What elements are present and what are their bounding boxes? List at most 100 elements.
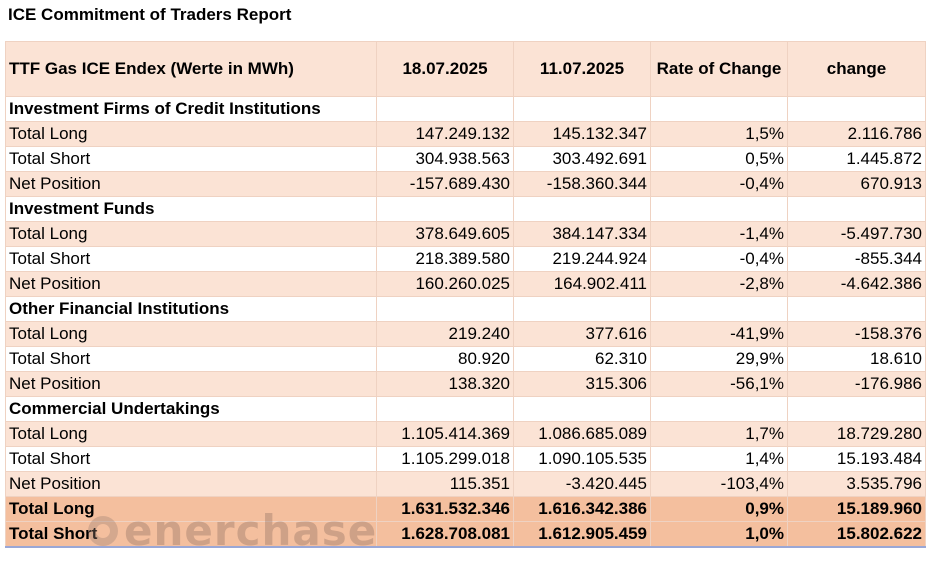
table-row: Net Position 138.320 315.306 -56,1% -176.986 (5, 371, 926, 397)
change-value: 15.802.622 (787, 521, 926, 548)
change-value: 18.729.280 (787, 421, 926, 447)
value-previous: 164.902.411 (513, 271, 651, 297)
section-title: Investment Funds (5, 196, 377, 222)
empty-cell (513, 96, 651, 122)
value-current: 115.351 (376, 471, 514, 497)
row-label: Total Long (5, 496, 377, 522)
cot-body: Investment Firms of Credit Institutions T… (5, 96, 926, 548)
rate-of-change: -41,9% (650, 321, 788, 347)
value-current: 138.320 (376, 371, 514, 397)
value-previous: 145.132.347 (513, 121, 651, 147)
empty-cell (650, 396, 788, 422)
table-row: Total Short 80.920 62.310 29,9% 18.610 (5, 346, 926, 372)
value-current: 80.920 (376, 346, 514, 372)
change-value: -158.376 (787, 321, 926, 347)
section-title: Other Financial Institutions (5, 296, 377, 322)
section-title: Commercial Undertakings (5, 396, 377, 422)
table-row: Total Long 147.249.132 145.132.347 1,5% 2.11… (5, 121, 926, 147)
value-current: 218.389.580 (376, 246, 514, 272)
rate-of-change: 0,5% (650, 146, 788, 172)
rate-of-change: -0,4% (650, 246, 788, 272)
table-row: Net Position -157.689.430 -158.360.344 -0,4… (5, 171, 926, 197)
header-date-current: 18.07.2025 (376, 41, 514, 97)
value-previous: 1.086.685.089 (513, 421, 651, 447)
report-title: ICE Commitment of Traders Report (8, 5, 292, 24)
table-row: Total Long 219.240 377.616 -41,9% -158.376 (5, 321, 926, 347)
empty-cell (376, 196, 514, 222)
empty-cell (650, 196, 788, 222)
rate-of-change: -56,1% (650, 371, 788, 397)
change-value: 2.116.786 (787, 121, 926, 147)
row-label: Total Short (5, 146, 377, 172)
empty-cell (513, 396, 651, 422)
row-label: Total Long (5, 121, 377, 147)
table-row: Total Long 1.105.414.369 1.086.685.089 1,7%… (5, 421, 926, 447)
section-title: Investment Firms of Credit Institutions (5, 96, 377, 122)
empty-cell (376, 296, 514, 322)
value-previous: 1.616.342.386 (513, 496, 651, 522)
value-previous: 303.492.691 (513, 146, 651, 172)
change-value: -855.344 (787, 246, 926, 272)
total-row: Total Long 1.631.532.346 1.616.342.386 0,9%… (5, 496, 926, 522)
change-value: 15.193.484 (787, 446, 926, 472)
value-current: 219.240 (376, 321, 514, 347)
section-row: Commercial Undertakings (5, 396, 926, 422)
change-value: 15.189.960 (787, 496, 926, 522)
rate-of-change: -1,4% (650, 221, 788, 247)
table-row: Net Position 160.260.025 164.902.411 -2,8% -… (5, 271, 926, 297)
empty-cell (787, 296, 926, 322)
rate-of-change: 1,0% (650, 521, 788, 548)
empty-cell (787, 96, 926, 122)
section-row: Investment Funds (5, 196, 926, 222)
value-previous: 219.244.924 (513, 246, 651, 272)
empty-cell (376, 96, 514, 122)
table-row: Total Short 304.938.563 303.492.691 0,5% 1.4… (5, 146, 926, 172)
change-value: -4.642.386 (787, 271, 926, 297)
change-value: 670.913 (787, 171, 926, 197)
rate-of-change: -0,4% (650, 171, 788, 197)
value-previous: 384.147.334 (513, 221, 651, 247)
rate-of-change: -103,4% (650, 471, 788, 497)
cot-table: TTF Gas ICE Endex (Werte in MWh) 18.07.2… (5, 41, 926, 548)
empty-cell (787, 396, 926, 422)
section-row: Other Financial Institutions (5, 296, 926, 322)
empty-cell (376, 396, 514, 422)
header-date-previous: 11.07.2025 (513, 41, 651, 97)
change-value: 1.445.872 (787, 146, 926, 172)
change-value: -176.986 (787, 371, 926, 397)
row-label: Total Short (5, 446, 377, 472)
header-rate-of-change: Rate of Change (650, 41, 788, 97)
value-current: 378.649.605 (376, 221, 514, 247)
value-previous: 1.612.905.459 (513, 521, 651, 548)
value-current: 1.628.708.081 (376, 521, 514, 548)
value-previous: 315.306 (513, 371, 651, 397)
value-previous: -158.360.344 (513, 171, 651, 197)
value-current: 160.260.025 (376, 271, 514, 297)
change-value: 18.610 (787, 346, 926, 372)
empty-cell (650, 96, 788, 122)
row-label: Total Short (5, 346, 377, 372)
value-previous: 1.090.105.535 (513, 446, 651, 472)
row-label: Net Position (5, 371, 377, 397)
rate-of-change: 0,9% (650, 496, 788, 522)
table-row: Total Long 378.649.605 384.147.334 -1,4% -5.… (5, 221, 926, 247)
header-change: change (787, 41, 926, 97)
value-current: 147.249.132 (376, 121, 514, 147)
rate-of-change: 1,7% (650, 421, 788, 447)
table-row: Total Short 218.389.580 219.244.924 -0,4% -8… (5, 246, 926, 272)
empty-cell (787, 196, 926, 222)
header-label: TTF Gas ICE Endex (Werte in MWh) (5, 41, 377, 97)
empty-cell (513, 196, 651, 222)
row-label: Net Position (5, 471, 377, 497)
rate-of-change: 1,5% (650, 121, 788, 147)
section-row: Investment Firms of Credit Institutions (5, 96, 926, 122)
rate-of-change: -2,8% (650, 271, 788, 297)
empty-cell (650, 296, 788, 322)
header-row: TTF Gas ICE Endex (Werte in MWh) 18.07.2… (5, 41, 926, 97)
value-previous: 377.616 (513, 321, 651, 347)
value-previous: -3.420.445 (513, 471, 651, 497)
value-current: -157.689.430 (376, 171, 514, 197)
value-current: 304.938.563 (376, 146, 514, 172)
total-row: Total Short 1.628.708.081 1.612.905.459 1,0… (5, 521, 926, 548)
value-current: 1.105.414.369 (376, 421, 514, 447)
